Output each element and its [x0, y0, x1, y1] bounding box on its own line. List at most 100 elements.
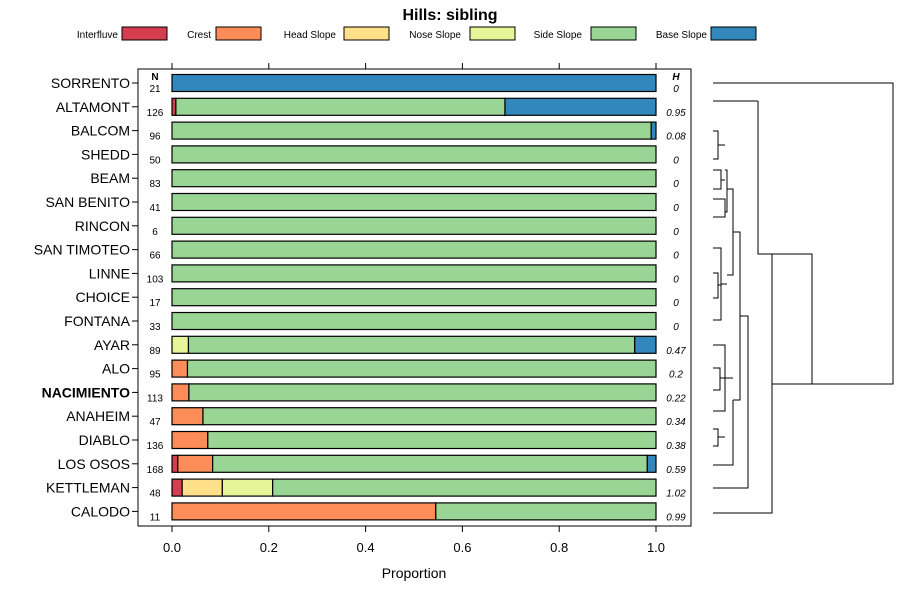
n-value: 83 [149, 179, 161, 190]
dendrogram-branch [713, 198, 726, 218]
bar-segment-side-slope [171, 192, 657, 212]
x-tick-label: 1.0 [647, 540, 665, 555]
x-tick-label: 0.2 [260, 540, 278, 555]
x-axis: 0.0 0.2 0.4 0.6 0.8 1.0 [163, 63, 665, 555]
bar-segment-side-slope [435, 502, 657, 521]
dendrogram-branch [713, 428, 719, 447]
n-value: 17 [149, 298, 161, 309]
row-label: SORRENTO [51, 75, 130, 91]
bar-segment-side-slope [171, 240, 657, 259]
n-value: 33 [149, 322, 161, 333]
legend: Interfluve Crest Head Slope Nose Slope Side … [77, 26, 757, 41]
h-value: 0.2 [669, 370, 683, 381]
bar-segment-base-slope [171, 73, 657, 93]
row-label: DIABLO [79, 432, 130, 448]
n-value: 41 [149, 203, 161, 214]
x-tick-label: 0.6 [453, 540, 471, 555]
n-value: 6 [152, 227, 158, 238]
bar-segment-side-slope [272, 478, 657, 497]
h-value: 1.02 [666, 489, 686, 500]
h-value: 0.99 [666, 512, 686, 523]
h-value: 0.34 [666, 417, 686, 428]
row-san-timoteo: SAN TIMOTEO 66 0 [34, 240, 679, 262]
h-value: 0 [673, 251, 679, 262]
n-value: 103 [147, 274, 164, 285]
bar-segment-side-slope [187, 335, 636, 354]
n-value: 21 [149, 84, 161, 95]
h-value: 0 [673, 179, 679, 190]
row-label: KETTLEMAN [46, 480, 130, 496]
n-value: 66 [149, 251, 161, 262]
bar-segment-base-slope [634, 335, 657, 354]
legend-swatch-crest [215, 26, 262, 41]
h-value: 0 [673, 274, 679, 285]
row-label: BEAM [90, 170, 130, 186]
row-choice: CHOICE 17 0 [76, 288, 679, 309]
row-balcom: BALCOM 96 0.08 [71, 121, 686, 143]
n-value: 168 [147, 465, 164, 476]
n-value: 96 [149, 132, 161, 143]
row-linne: LINNE 103 0 [89, 264, 679, 285]
bar-segment-base-slope [650, 121, 657, 140]
row-los-osos: LOS OSOS 168 0.59 [58, 454, 686, 476]
h-column-header: H [672, 72, 680, 83]
legend-label-side-slope: Side Slope [534, 30, 583, 41]
bar-segment-base-slope [646, 454, 657, 473]
n-value: 89 [149, 346, 161, 357]
row-label: CALODO [71, 503, 130, 519]
bar-segment-nose-slope [171, 335, 190, 354]
bar-segment-side-slope [171, 121, 652, 140]
h-value: 0 [673, 203, 679, 214]
bar-segment-side-slope [202, 407, 657, 426]
n-value: 47 [149, 417, 161, 428]
bar-segment-base-slope [504, 97, 657, 116]
legend-swatch-nose-slope [469, 26, 516, 41]
n-value: 113 [147, 393, 163, 404]
row-sorrento: SORRENTO 21 0 [51, 73, 679, 95]
row-label: SAN BENITO [45, 194, 130, 210]
row-alo: ALO 95 0.2 [102, 359, 683, 381]
row-label: AYAR [94, 337, 130, 353]
row-shedd: SHEDD 50 0 [81, 145, 679, 166]
row-label: LINNE [89, 265, 130, 281]
dendrogram-branch [713, 130, 719, 160]
row-label: LOS OSOS [58, 456, 130, 472]
row-label: FONTANA [64, 313, 131, 329]
dendrogram-branch [725, 169, 728, 213]
legend-label-head-slope: Head Slope [284, 30, 337, 41]
dendrogram-branch [713, 253, 773, 514]
h-value: 0.38 [666, 441, 686, 452]
row-fontana: FONTANA 33 0 [64, 311, 679, 333]
chart-title: Hills: sibling [402, 7, 497, 24]
bar-segment-crest [171, 383, 190, 402]
h-value: 0.47 [666, 346, 686, 357]
bar-segment-crest [171, 359, 189, 378]
bar-segment-side-slope [171, 288, 657, 307]
dendrogram [713, 82, 894, 514]
n-value: 126 [147, 108, 164, 119]
row-calodo: CALODO 11 0.99 [71, 502, 686, 523]
bar-segment-crest [171, 407, 204, 426]
bar-segment-nose-slope [221, 478, 274, 497]
dendrogram-branch [713, 315, 749, 489]
row-label: RINCON [75, 218, 130, 234]
row-label: BALCOM [71, 123, 130, 139]
h-value: 0 [673, 298, 679, 309]
row-altamont: ALTAMONT 126 0.95 [56, 97, 686, 119]
legend-label-crest: Crest [187, 30, 211, 41]
legend-label-nose-slope: Nose Slope [409, 30, 461, 41]
x-tick-label: 0.4 [357, 540, 375, 555]
bar-segment-side-slope [171, 216, 657, 235]
row-nacimiento: NACIMIENTO 113 0.22 [42, 383, 686, 404]
row-label: ALTAMONT [56, 99, 131, 115]
legend-swatch-base-slope [710, 26, 757, 41]
legend-swatch-head-slope [343, 26, 390, 41]
row-kettleman: KETTLEMAN 48 1.02 [46, 478, 686, 500]
h-value: 0 [673, 322, 679, 333]
bar-segment-side-slope [188, 383, 657, 402]
dendrogram-branch [713, 247, 722, 321]
bar-segment-crest [171, 502, 437, 521]
bar-segment-crest [177, 454, 214, 473]
bar-segment-side-slope [212, 454, 648, 473]
